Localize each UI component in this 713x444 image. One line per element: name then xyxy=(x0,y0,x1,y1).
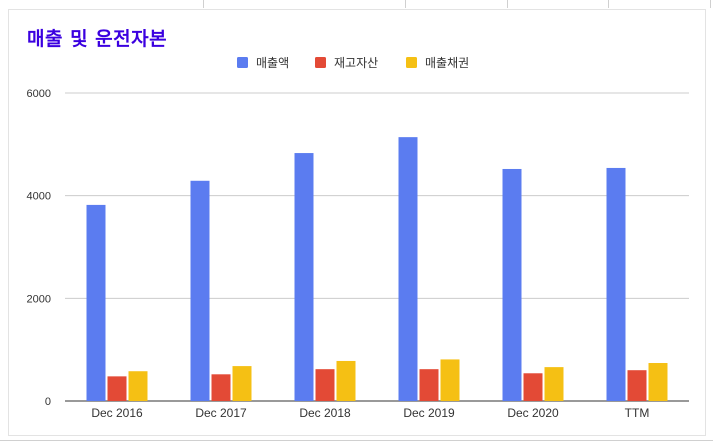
bar-1 xyxy=(398,137,418,401)
x-tick-label: Dec 2016 xyxy=(91,406,143,420)
bar-2 xyxy=(315,369,335,401)
sheet-column-divider xyxy=(405,0,406,8)
sheet-column-divider xyxy=(203,0,204,8)
sheet-column-divider xyxy=(710,0,711,8)
chart-gridlines xyxy=(65,92,689,402)
legend-label: 매출채권 xyxy=(425,56,469,70)
bar-1 xyxy=(294,153,314,401)
x-tick-label: Dec 2019 xyxy=(403,406,455,420)
bar-3 xyxy=(648,363,668,401)
bar-3 xyxy=(440,359,460,401)
x-tick-label: Dec 2018 xyxy=(299,406,351,420)
bar-2 xyxy=(107,376,127,401)
bar-2 xyxy=(419,369,439,401)
sheet-row-divider xyxy=(0,440,713,441)
legend-swatch xyxy=(406,57,417,68)
bar-3 xyxy=(544,367,564,401)
y-tick-label: 0 xyxy=(45,396,51,408)
bar-1 xyxy=(86,204,106,401)
bar-3 xyxy=(336,360,356,401)
bar-1 xyxy=(502,168,522,401)
chart-legend: 매출액 재고자산 매출채권 xyxy=(237,56,469,70)
bar-2 xyxy=(523,373,543,401)
y-tick-label: 2000 xyxy=(27,293,51,305)
bar-2 xyxy=(627,370,647,401)
bar-3 xyxy=(128,371,148,401)
chart-bars xyxy=(86,137,668,401)
chart-container[interactable]: 매출 및 운전자본 0 2000 4000 6000 Dec 2016 Dec 2017… xyxy=(8,9,706,436)
sheet-column-divider xyxy=(608,0,609,8)
y-tick-label: 6000 xyxy=(27,88,51,100)
y-tick-label: 4000 xyxy=(27,191,51,203)
bar-3 xyxy=(232,366,252,401)
bar-2 xyxy=(211,374,231,401)
x-tick-label: Dec 2017 xyxy=(195,406,247,420)
legend-swatch xyxy=(315,57,326,68)
y-axis-ticks: 0 2000 4000 6000 xyxy=(27,88,51,408)
legend-swatch xyxy=(237,57,248,68)
x-axis-ticks: Dec 2016 Dec 2017 Dec 2018 Dec 2019 Dec 2020… xyxy=(91,406,649,420)
x-tick-label: Dec 2020 xyxy=(507,406,559,420)
sheet-column-divider xyxy=(507,0,508,8)
bar-1 xyxy=(190,180,210,401)
legend-label: 매출액 xyxy=(256,56,289,70)
bar-1 xyxy=(606,167,626,401)
x-tick-label: TTM xyxy=(625,406,650,420)
chart-title: 매출 및 운전자본 xyxy=(27,28,168,50)
legend-label: 재고자산 xyxy=(334,56,378,70)
